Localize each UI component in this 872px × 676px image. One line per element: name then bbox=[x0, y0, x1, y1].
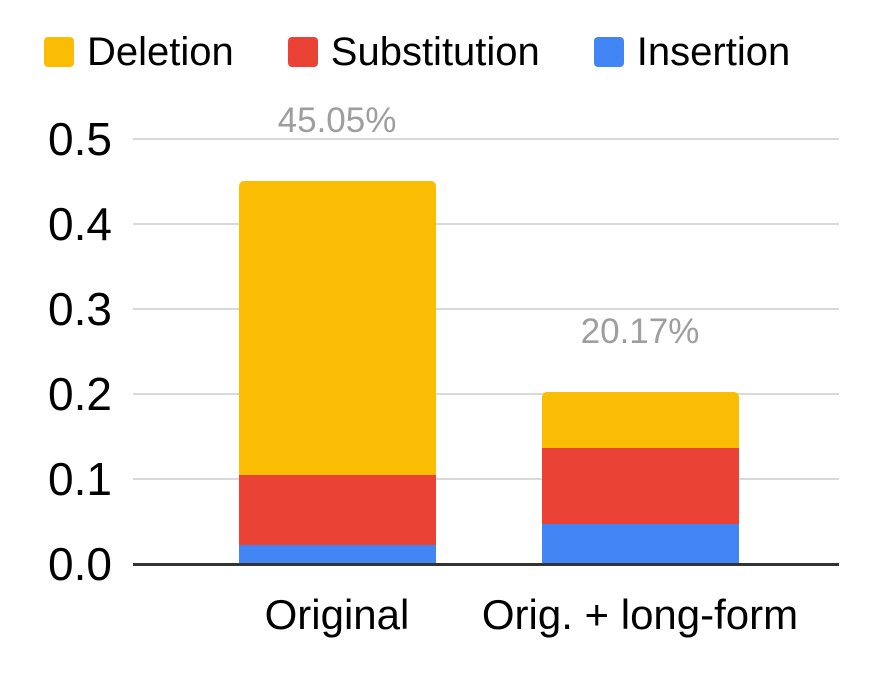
y-axis-tick-label: 0.1 bbox=[48, 453, 112, 505]
bar-total-label: 45.05% bbox=[277, 101, 397, 140]
insertion-swatch-icon bbox=[593, 37, 624, 67]
deletion-swatch-icon bbox=[44, 37, 74, 67]
bar-segment-deletion bbox=[542, 392, 739, 448]
bar-segment-substitution bbox=[239, 475, 436, 545]
legend-item-insertion: Insertion bbox=[593, 30, 791, 74]
legend-item-substitution: Substitution bbox=[287, 30, 540, 74]
bar-segment-insertion bbox=[239, 545, 436, 564]
gridline bbox=[133, 393, 839, 395]
gridline bbox=[133, 478, 839, 480]
legend-label-insertion: Insertion bbox=[636, 30, 791, 74]
y-axis-tick-label: 0.5 bbox=[48, 113, 112, 165]
bar-segment-insertion bbox=[542, 524, 739, 564]
legend: Deletion Substitution Insertion bbox=[44, 26, 790, 78]
y-axis-tick-label: 0.4 bbox=[48, 198, 112, 250]
gridline bbox=[133, 138, 839, 140]
legend-label-substitution: Substitution bbox=[330, 30, 540, 74]
x-axis-line bbox=[133, 563, 839, 566]
legend-label-deletion: Deletion bbox=[87, 30, 234, 74]
y-axis-tick-label: 0.0 bbox=[48, 538, 112, 590]
y-axis-tick-label: 0.3 bbox=[48, 283, 112, 335]
legend-item-deletion: Deletion bbox=[44, 32, 234, 72]
substitution-swatch-icon bbox=[287, 37, 318, 67]
gridline bbox=[133, 223, 839, 225]
bar-segment-substitution bbox=[542, 448, 739, 524]
bar-segment-deletion bbox=[239, 181, 436, 475]
gridline bbox=[133, 308, 839, 310]
x-axis-category-label: Original bbox=[264, 591, 410, 638]
y-axis-tick-label: 0.2 bbox=[48, 368, 112, 420]
x-axis-category-label: Orig. + long-form bbox=[481, 591, 799, 638]
bar-total-label: 20.17% bbox=[580, 312, 700, 351]
